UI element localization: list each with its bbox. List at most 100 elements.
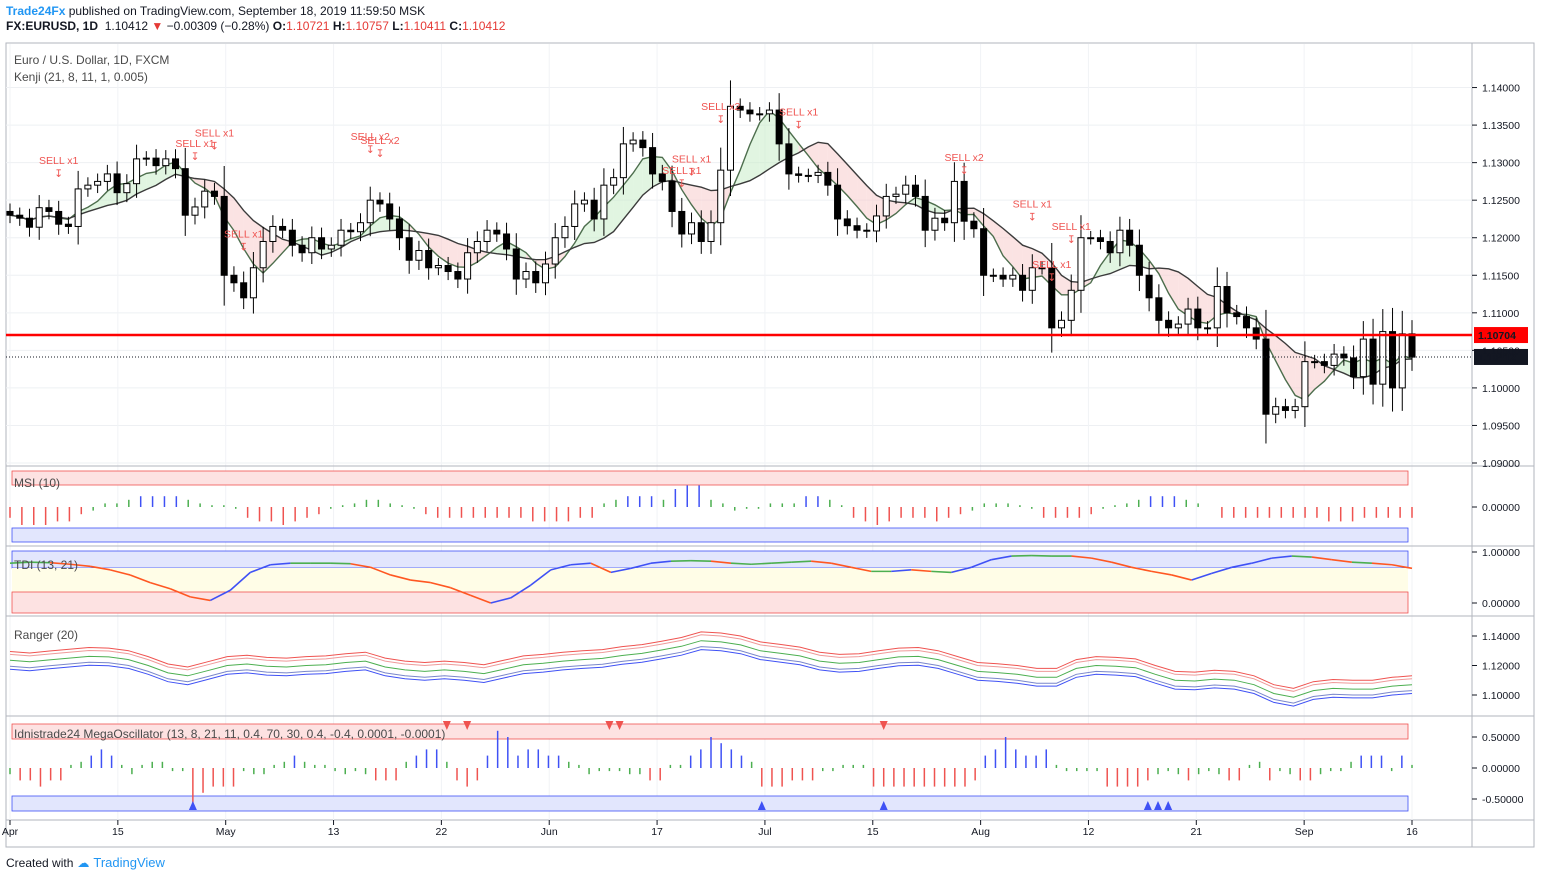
candle-body: [688, 222, 696, 235]
kenji-cloud-segment: [1265, 328, 1276, 361]
candle-body: [220, 195, 228, 276]
sell-arrow-icon: ↧: [1028, 212, 1037, 224]
candle-body: [707, 222, 715, 242]
buy-triangle-icon: [757, 801, 766, 810]
tdi-line-segment: [991, 555, 1012, 561]
symbol-label: FX:EURUSD, 1D: [6, 19, 99, 33]
candle-body: [834, 184, 842, 220]
candle-body: [785, 143, 793, 175]
publisher-name[interactable]: Trade24Fx: [6, 4, 66, 18]
sell-arrow-icon: ↧: [716, 114, 725, 126]
price-tick-label: 1.14000: [1482, 83, 1520, 95]
tdi-line-segment: [911, 569, 932, 573]
ranger-band-line: [9, 649, 1413, 707]
main-pane-frame: [5, 42, 1535, 848]
ranger-band-line: [9, 634, 1413, 692]
kenji-cloud-segment: [633, 158, 643, 208]
candle-body: [921, 195, 929, 231]
candle-body: [1067, 289, 1075, 321]
candle-body: [366, 199, 374, 224]
kenji-cloud-segment: [613, 185, 624, 232]
kenji-cloud-segment: [97, 191, 108, 209]
tdi-line-segment: [1311, 556, 1332, 561]
tradingview-brand[interactable]: TradingView: [93, 855, 165, 870]
candle-body: [678, 210, 686, 235]
sell-arrow-icon: ↧: [687, 167, 696, 179]
tdi-line-segment: [1191, 572, 1212, 581]
candle-body: [454, 271, 462, 280]
candle-body: [444, 265, 452, 273]
candle-body: [1291, 406, 1299, 411]
close-label: C:: [449, 19, 463, 33]
tdi-line-segment: [89, 565, 111, 571]
kenji-cloud-segment: [438, 235, 449, 264]
candle-body: [892, 193, 900, 197]
candle-body: [473, 240, 481, 254]
candle-body: [55, 210, 63, 225]
kenji-cloud-segment: [681, 183, 692, 205]
sell-arrow-icon: ↧: [239, 242, 248, 254]
kenji-cloud-segment: [1314, 358, 1325, 390]
candle-body: [113, 173, 121, 194]
candle-body: [483, 229, 491, 242]
candle-body: [347, 229, 355, 233]
tdi-line-segment: [190, 596, 211, 602]
candle-body: [814, 171, 822, 176]
tdi-line-segment: [1291, 555, 1312, 558]
candle-body: [999, 274, 1007, 280]
time-tick-label: 15: [867, 826, 879, 838]
tdi-line-segment: [650, 560, 672, 565]
kenji-cloud-segment: [146, 171, 157, 190]
kenji-cloud-segment: [866, 185, 877, 225]
candle-body: [1155, 297, 1163, 321]
time-tick-label: May: [216, 826, 237, 838]
candles: [6, 80, 1416, 444]
tdi-line-segment: [971, 558, 992, 569]
candle-body: [619, 143, 627, 179]
candle-body: [327, 244, 335, 250]
candle-body: [337, 229, 345, 246]
candle-body: [64, 223, 72, 227]
time-tick-label: Sep: [1295, 826, 1314, 838]
candle-body: [376, 199, 384, 205]
tdi-line-segment: [169, 587, 191, 598]
candle-body: [1145, 274, 1153, 299]
candle-body: [1320, 361, 1328, 366]
time-tick-label: 21: [1190, 826, 1202, 838]
candle-body: [1038, 267, 1046, 270]
tdi-line-segment: [9, 561, 31, 565]
tdi-line-segment: [1031, 554, 1052, 557]
tdi-line-segment: [510, 584, 532, 599]
candle-body: [1009, 274, 1017, 280]
candle-body: [629, 139, 637, 145]
candle-body: [970, 220, 978, 230]
tdi-line-segment: [610, 567, 632, 574]
tdi-line-segment: [730, 562, 752, 566]
candle-body: [522, 271, 530, 280]
kenji-cloud-segment: [1324, 365, 1335, 382]
sell-signal-label: SELL x1: [779, 106, 818, 118]
kenji-slow-line: [9, 141, 1413, 379]
kenji-cloud-segment: [1168, 268, 1179, 310]
candle-body: [1116, 229, 1124, 254]
sell-signal-label: SELL x1: [662, 165, 701, 177]
candle-body: [1281, 406, 1289, 411]
candle-body: [162, 158, 170, 167]
sell-signal-label: SELL x2: [360, 135, 399, 147]
candle-body: [1174, 323, 1182, 329]
sell-signal-label: SELL x1: [1052, 221, 1091, 233]
kenji-cloud-segment: [379, 215, 390, 232]
candle-body: [171, 158, 180, 170]
candle-body: [1330, 353, 1338, 366]
open-label: O:: [272, 19, 287, 33]
kenji-cloud-segment: [1003, 228, 1013, 267]
last-price-badge: [1474, 348, 1528, 365]
candle-body: [142, 157, 150, 160]
candle-body: [288, 229, 296, 246]
indicator-panes: [6, 465, 1534, 812]
tdi-line-segment: [1171, 574, 1192, 581]
candle-body: [1106, 240, 1114, 254]
level-price-badge: [1474, 327, 1528, 344]
candle-body: [152, 157, 160, 167]
